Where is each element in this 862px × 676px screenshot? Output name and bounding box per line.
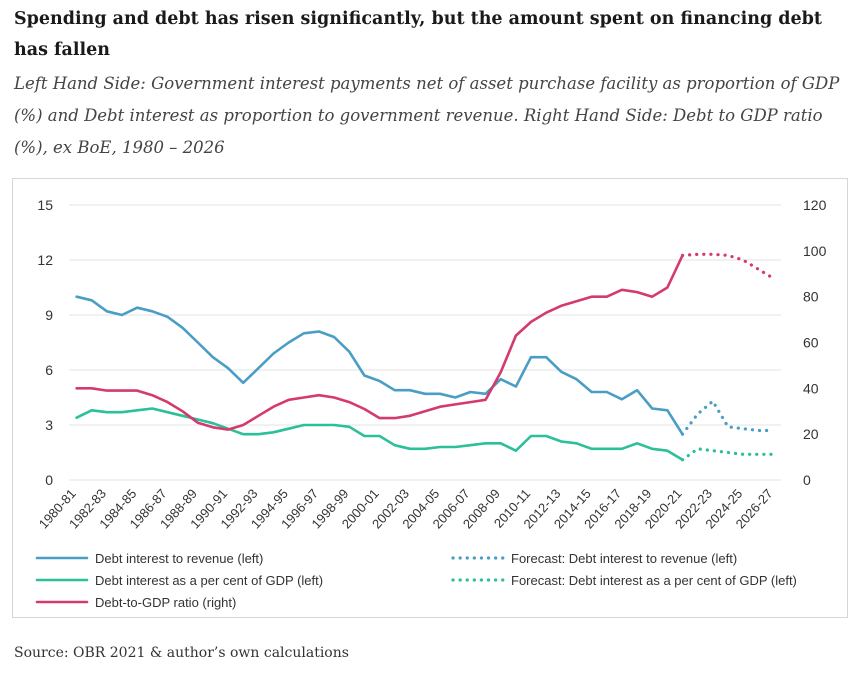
series-line-5	[75, 254, 684, 431]
left-axis-tick-label: 0	[45, 472, 53, 488]
chart-subtitle: Left Hand Side: Government interest paym…	[14, 74, 840, 157]
right-axis-tick-label: 120	[803, 197, 827, 213]
left-axis-tick-label: 12	[37, 252, 53, 268]
line-chart: 036912150204060801001201980-811982-83198…	[35, 197, 827, 610]
left-axis-tick-label: 6	[45, 362, 53, 378]
series-line-2	[680, 399, 776, 436]
right-axis-tick-label: 40	[803, 380, 819, 396]
legend-label: Debt-to-GDP ratio (right)	[95, 595, 236, 610]
left-axis-tick-label: 3	[45, 417, 53, 433]
series-line-6	[680, 252, 776, 280]
right-axis-tick-label: 0	[803, 472, 811, 488]
right-axis-tick-label: 60	[803, 335, 819, 351]
legend-label: Forecast: Debt interest to revenue (left…	[511, 551, 737, 566]
right-axis-tick-label: 100	[803, 243, 827, 259]
left-axis-tick-label: 15	[37, 197, 53, 213]
series-line-4	[680, 447, 776, 462]
chart-frame: 0 3 6 9 12 15 0 20 40 60 80 100 120 1980-81 1982-83 198…	[12, 178, 848, 618]
chart-title: Spending and debt has risen significantl…	[14, 9, 822, 60]
legend-label: Forecast: Debt interest as a per cent of…	[511, 573, 797, 588]
right-axis-tick-label: 80	[803, 289, 819, 305]
series-line-1	[75, 295, 684, 436]
series-line-3	[75, 407, 684, 462]
legend-label: Debt interest as a per cent of GDP (left…	[95, 573, 323, 588]
source-note: Source: OBR 2021 & author’s own calculat…	[14, 645, 349, 661]
legend-label: Debt interest to revenue (left)	[95, 551, 263, 566]
right-axis-tick-label: 20	[803, 426, 819, 442]
left-axis-tick-label: 9	[45, 307, 53, 323]
